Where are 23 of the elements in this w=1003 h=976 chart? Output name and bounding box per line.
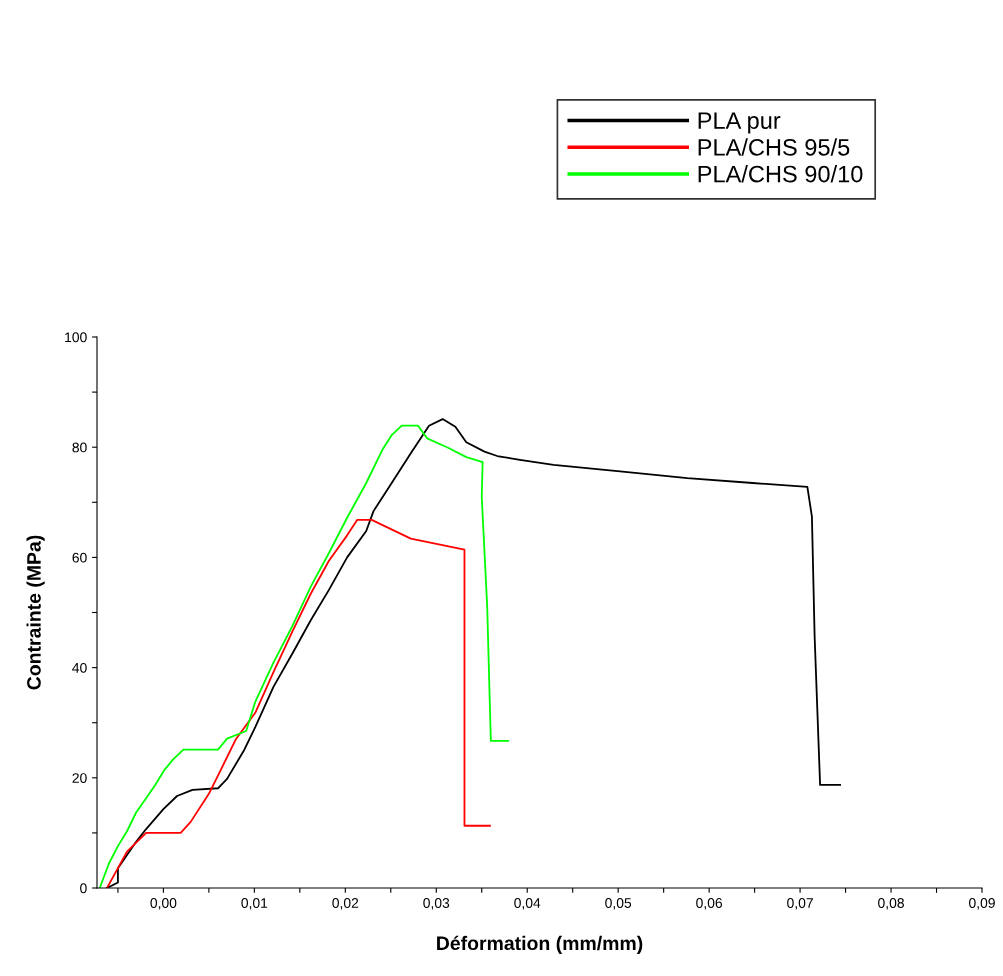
x-tick-label: 0,01 <box>241 898 268 910</box>
legend-label: PLA/CHS 90/10 <box>698 165 863 183</box>
x-tick-label: 0,09 <box>969 898 995 910</box>
x-tick-label: 0,07 <box>787 898 813 910</box>
x-axis-title: Déformation (mm/mm) <box>437 935 643 954</box>
y-tick-label: 0 <box>80 883 87 894</box>
y-tick-label: 60 <box>72 552 87 563</box>
y-tick-label: 80 <box>72 442 87 453</box>
x-tick-label: 0,00 <box>150 898 177 910</box>
y-axis-title: Contrainte (MPa) <box>26 535 45 690</box>
legend-label: PLA/CHS 95/5 <box>698 138 850 156</box>
x-tick-label: 0,03 <box>423 898 450 910</box>
y-tick-label: 100 <box>65 332 87 343</box>
x-tick-label: 0,04 <box>514 898 541 910</box>
line-series <box>98 424 510 888</box>
legend-label: PLA pur <box>698 112 781 134</box>
x-tick-label: 0,02 <box>332 898 359 910</box>
x-tick-label: 0,06 <box>696 898 723 910</box>
y-tick-label: 20 <box>72 773 87 783</box>
x-tick-label: 0,05 <box>605 898 632 910</box>
line-series <box>106 519 491 888</box>
x-tick-label: 0,08 <box>878 898 904 910</box>
y-tick-label: 40 <box>72 662 87 673</box>
